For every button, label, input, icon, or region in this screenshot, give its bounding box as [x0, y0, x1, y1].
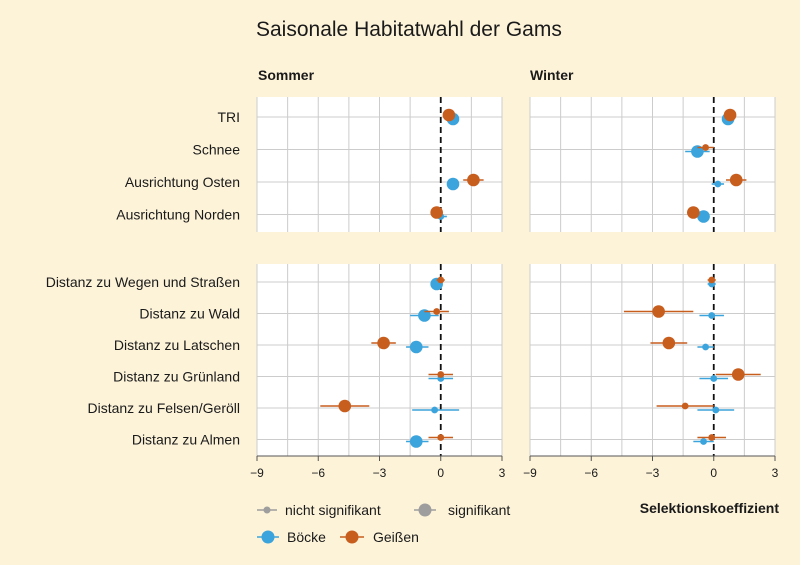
point-geissen-sommer-distanz-zu-latschen	[377, 336, 390, 350]
point-boecke-sommer-distanz-zu-almen	[409, 435, 423, 448]
legend-size-large-marker	[418, 503, 432, 517]
legend: nicht signifikant signifikant Böcke Geiß…	[257, 502, 510, 545]
point-geissen-winter-distanz-zu-almen	[708, 434, 716, 441]
category-label-ausrichtung-norden: Ausrichtung Norden	[116, 207, 240, 223]
category-label-distanz-zu-felsen-geroell: Distanz zu Felsen/Geröll	[87, 400, 240, 416]
point-boecke-winter-distanz-zu-wald	[708, 312, 716, 319]
x-tick-label: 3	[772, 466, 779, 480]
panel-winter-bottom	[529, 264, 776, 456]
point-geissen-sommer-distanz-zu-felsen-geroell	[338, 399, 352, 413]
point-geissen-sommer-distanz-zu-wegen-und-strassen	[437, 276, 445, 284]
point-boecke-sommer-distanz-zu-latschen	[409, 340, 423, 354]
x-axis-winter: −9 −6 −3 0 3	[523, 455, 779, 480]
point-boecke-winter-distanz-zu-felsen-geroell	[712, 406, 720, 414]
x-tick-label: −3	[646, 466, 660, 480]
point-boecke-sommer-distanz-zu-felsen-geroell	[431, 406, 439, 414]
point-boecke-winter-distanz-zu-gruenland	[710, 375, 718, 382]
chart-title: Saisonale Habitatwahl der Gams	[256, 18, 562, 41]
point-geissen-winter-schnee	[702, 144, 709, 151]
category-label-tri: TRI	[217, 109, 240, 125]
point-geissen-sommer-distanz-zu-gruenland	[437, 371, 445, 378]
legend-boecke-marker	[261, 530, 275, 544]
point-boecke-winter-ausrichtung-norden	[697, 210, 710, 223]
category-label-distanz-zu-gruenland: Distanz zu Grünland	[113, 369, 240, 385]
facet-label-winter: Winter	[530, 67, 574, 83]
point-geissen-winter-ausrichtung-osten	[729, 173, 743, 187]
x-axis-sommer: −9 −6 −3 0 3	[250, 455, 506, 480]
category-label-distanz-zu-almen: Distanz zu Almen	[132, 432, 240, 448]
category-label-distanz-zu-latschen: Distanz zu Latschen	[114, 337, 240, 353]
category-label-schnee: Schnee	[193, 142, 241, 158]
point-boecke-sommer-distanz-zu-wald	[418, 309, 431, 322]
x-tick-label: 0	[710, 466, 717, 480]
x-axis-label: Selektionskoeffizient	[640, 500, 780, 516]
point-geissen-sommer-distanz-zu-almen	[437, 434, 445, 441]
x-tick-label: −6	[584, 466, 598, 480]
category-label-distanz-zu-wegen-und-strassen: Distanz zu Wegen und Straßen	[46, 274, 240, 290]
panel-sommer-top	[256, 97, 503, 232]
point-geissen-winter-distanz-zu-wald	[652, 305, 665, 318]
point-boecke-winter-schnee	[691, 145, 704, 158]
panel-winter-top	[529, 97, 776, 232]
panel-sommer-bottom	[256, 264, 503, 456]
legend-size-large-label: signifikant	[448, 502, 510, 518]
facet-label-sommer: Sommer	[258, 67, 315, 83]
legend-geissen-marker	[345, 530, 359, 544]
legend-boecke-label: Böcke	[287, 529, 326, 545]
point-boecke-winter-distanz-zu-almen	[700, 438, 707, 445]
point-boecke-winter-ausrichtung-osten	[714, 180, 722, 188]
point-boecke-winter-distanz-zu-latschen	[702, 343, 709, 351]
x-tick-label: −9	[523, 466, 537, 480]
point-geissen-winter-distanz-zu-wegen-und-strassen	[708, 276, 716, 284]
legend-size-small-marker	[263, 506, 271, 514]
point-geissen-winter-distanz-zu-gruenland	[731, 368, 745, 381]
point-geissen-sommer-tri	[442, 108, 456, 122]
point-geissen-sommer-distanz-zu-wald	[433, 308, 441, 315]
point-geissen-sommer-ausrichtung-osten	[467, 173, 480, 187]
category-label-ausrichtung-osten: Ausrichtung Osten	[125, 174, 240, 190]
point-geissen-winter-tri	[723, 108, 737, 122]
x-tick-label: −3	[373, 466, 387, 480]
point-geissen-winter-ausrichtung-norden	[687, 206, 700, 219]
x-tick-label: −6	[311, 466, 325, 480]
point-geissen-winter-distanz-zu-felsen-geroell	[681, 402, 689, 410]
x-tick-label: 3	[499, 466, 506, 480]
legend-size-small-label: nicht signifikant	[285, 502, 381, 518]
point-geissen-winter-distanz-zu-latschen	[662, 336, 676, 350]
x-tick-label: −9	[250, 466, 264, 480]
legend-geissen-label: Geißen	[373, 529, 419, 545]
point-boecke-sommer-ausrichtung-osten	[446, 177, 460, 191]
x-tick-label: 0	[437, 466, 444, 480]
point-geissen-sommer-ausrichtung-norden	[430, 206, 443, 219]
category-label-distanz-zu-wald: Distanz zu Wald	[139, 306, 240, 322]
